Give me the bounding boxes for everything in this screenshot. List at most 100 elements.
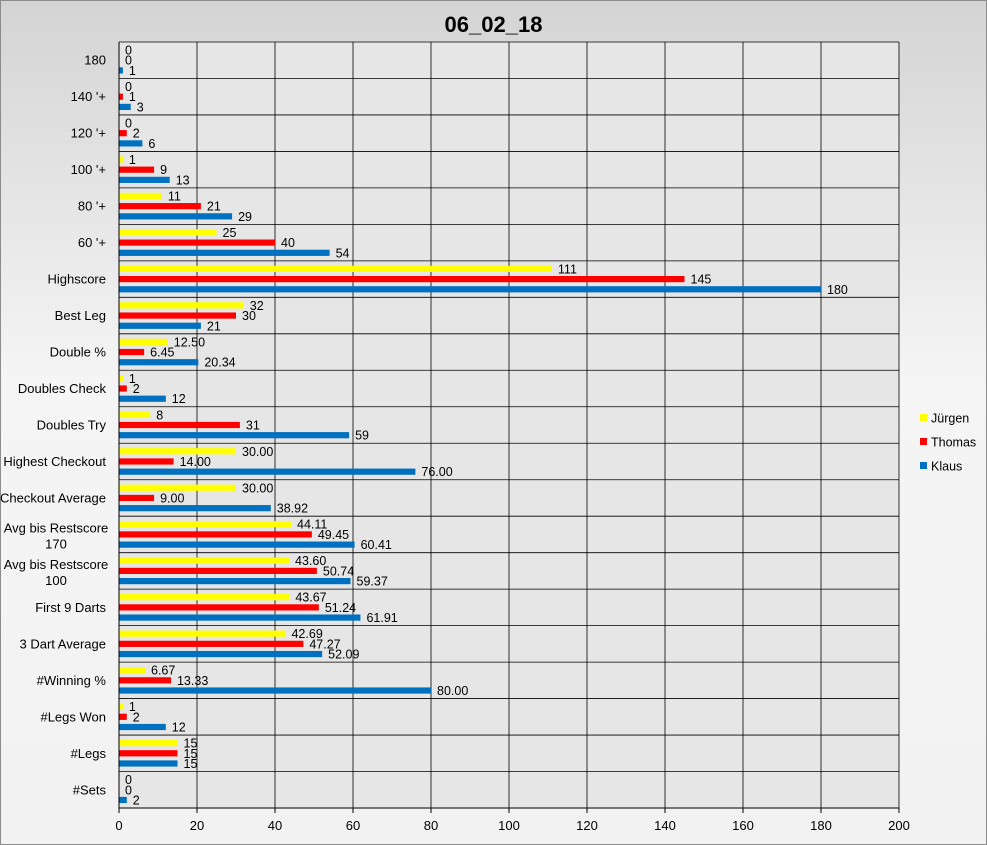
data-label: 31 [246, 419, 260, 433]
data-label: 15 [184, 737, 198, 751]
bar-j-rgen [119, 667, 146, 674]
bar-j-rgen [119, 521, 292, 528]
category-label: 3 Dart Average [20, 636, 106, 651]
data-label: 0 [125, 773, 132, 787]
data-label: 59 [355, 429, 369, 443]
data-label: 12 [172, 721, 186, 735]
bar-klaus [119, 723, 166, 731]
data-label: 49.45 [318, 528, 349, 542]
bar-j-rgen [119, 594, 290, 601]
x-tick-label: 100 [498, 818, 520, 833]
bar-j-rgen [119, 375, 123, 382]
bar-j-rgen [119, 739, 178, 747]
x-tick-label: 180 [810, 818, 832, 833]
bar-thomas [119, 312, 236, 319]
bar-thomas [119, 640, 304, 647]
bar-thomas [119, 203, 201, 210]
bar-j-rgen [119, 630, 286, 637]
bar-thomas [119, 750, 178, 757]
data-label: 25 [223, 226, 237, 240]
x-tick-label: 20 [190, 818, 204, 833]
legend-label: Jürgen [931, 412, 969, 426]
data-label: 0 [125, 54, 132, 68]
bar-klaus [119, 760, 178, 767]
data-label: 1 [129, 700, 136, 714]
bar-klaus [119, 395, 166, 402]
bar-j-rgen [119, 484, 236, 491]
x-tick-label: 140 [654, 818, 676, 833]
bar-thomas [119, 385, 127, 392]
data-label: 1 [129, 64, 136, 78]
data-label: 0 [125, 783, 132, 797]
data-label: 6 [148, 137, 155, 151]
data-label: 60.41 [361, 538, 392, 552]
bar-klaus [119, 286, 821, 293]
legend-label: Klaus [931, 460, 962, 474]
bar-klaus [119, 103, 131, 111]
data-label: 1 [129, 372, 136, 386]
data-label: 42.69 [291, 627, 322, 641]
category-label: #Legs Won [40, 709, 106, 724]
bar-klaus [119, 213, 233, 220]
data-labels: 000111251113212.501830.0030.0044.1143.60… [125, 44, 848, 808]
data-label: 52.09 [328, 648, 359, 662]
category-label: Doubles Check [18, 381, 107, 396]
bar-klaus [119, 359, 199, 366]
gridlines [119, 41, 900, 809]
data-label: 9.00 [160, 491, 184, 505]
data-label: 3 [137, 100, 144, 114]
legend-swatch [920, 438, 927, 445]
bars [119, 67, 821, 804]
data-label: 30.00 [242, 481, 273, 495]
category-label: Doubles Try [37, 418, 107, 433]
data-label: 6.67 [151, 664, 175, 678]
data-label: 44.11 [297, 518, 327, 532]
x-tick-label: 200 [888, 818, 910, 833]
data-label: 11 [168, 189, 181, 203]
x-tick-label: 80 [424, 818, 438, 833]
data-label: 6.45 [150, 346, 174, 360]
bar-klaus [119, 322, 201, 329]
bar-thomas [119, 458, 174, 465]
data-label: 9 [160, 163, 167, 177]
bar-thomas [119, 166, 155, 173]
data-label: 30.00 [242, 445, 273, 459]
bar-j-rgen [119, 703, 123, 710]
bar-thomas [119, 567, 317, 575]
data-label: 30 [242, 309, 256, 323]
data-label: 51.24 [325, 601, 356, 615]
data-label: 2 [133, 793, 140, 807]
data-label: 13.33 [177, 674, 208, 688]
x-tick-label: 0 [115, 818, 122, 833]
bar-klaus [119, 505, 271, 512]
chart-title: 06_02_18 [444, 12, 543, 37]
bar-klaus [119, 432, 350, 439]
data-label: 13 [176, 173, 190, 187]
bar-thomas [119, 531, 312, 538]
data-label: 14.00 [180, 455, 211, 469]
bar-klaus [119, 614, 361, 621]
bar-thomas [119, 93, 123, 100]
bar-j-rgen [119, 229, 217, 236]
bar-klaus [119, 67, 123, 74]
data-label: 32 [250, 299, 264, 313]
bar-klaus [119, 687, 431, 694]
data-label: 180 [827, 283, 848, 297]
bar-thomas [119, 348, 145, 356]
data-label: 38.92 [277, 502, 308, 516]
bar-klaus [119, 249, 330, 256]
data-label: 15 [184, 757, 198, 771]
data-label: 80.00 [437, 684, 468, 698]
category-label: #Legs [71, 746, 107, 761]
bar-thomas [119, 130, 127, 137]
bar-klaus [119, 176, 170, 183]
data-label: 40 [281, 236, 295, 250]
bar-j-rgen [119, 265, 552, 272]
data-label: 111 [558, 262, 577, 276]
category-label: 140 '+ [71, 89, 106, 104]
bar-klaus [119, 468, 416, 475]
data-label: 0 [125, 44, 132, 58]
data-label: 76.00 [421, 465, 452, 479]
